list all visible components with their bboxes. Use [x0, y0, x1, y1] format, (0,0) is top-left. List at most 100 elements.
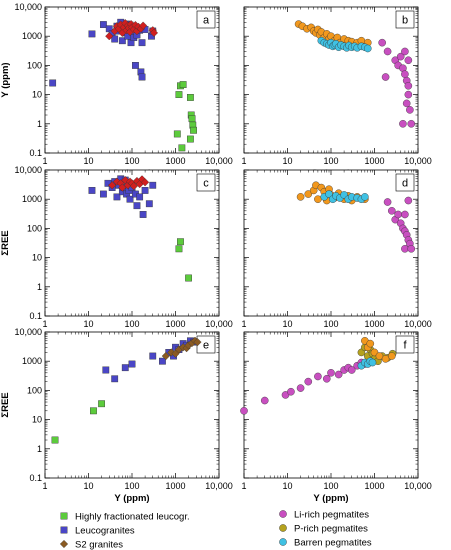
x-tick-label: 1 — [42, 156, 47, 166]
y-tick-label: 100 — [27, 385, 42, 395]
li-point — [401, 210, 409, 219]
li-point — [404, 56, 413, 65]
li-point — [396, 52, 405, 61]
x-tick-label: 1000 — [165, 481, 185, 491]
s2-point — [161, 351, 170, 361]
x-tick-label: 1000 — [364, 319, 384, 329]
plot-frame — [243, 6, 419, 154]
legend-label: P-rich pegmatites — [294, 524, 368, 535]
li-point — [287, 387, 295, 396]
leuco-point — [88, 187, 96, 194]
orange-point — [375, 352, 384, 360]
hf-point — [177, 238, 184, 246]
x-tick-label: 10 — [282, 319, 292, 329]
x-tick-label: 10 — [282, 481, 292, 491]
leuco-point — [99, 190, 107, 198]
data-points — [240, 336, 397, 415]
li-point — [407, 120, 416, 128]
li-point — [388, 207, 396, 215]
li-point — [394, 210, 402, 219]
x-tick-label: 10 — [282, 156, 292, 166]
leuco-point — [88, 30, 96, 38]
y-tick-label: 10,000 — [14, 165, 42, 175]
leuco-point — [111, 375, 119, 383]
y-tick-label: 1000 — [22, 31, 42, 41]
s2-point — [167, 348, 176, 357]
x-tick-label: 10,000 — [205, 319, 233, 329]
li-point — [240, 407, 248, 415]
leuco-point — [136, 193, 144, 201]
leuco-point — [102, 366, 110, 374]
y-tick-label: 10 — [32, 253, 42, 263]
li-point — [314, 372, 322, 381]
barren-point — [368, 358, 377, 367]
x-axis-label: Y (ppm) — [114, 493, 149, 504]
y-tick-label: 10 — [32, 90, 42, 100]
li-point — [404, 196, 413, 205]
hf-point — [190, 126, 197, 134]
leuco-point — [49, 79, 57, 87]
x-tick-label: 10 — [83, 319, 93, 329]
li-point — [304, 377, 313, 386]
hf-point — [188, 115, 196, 123]
leuco-point — [128, 360, 136, 368]
y-axis-label: Y (ppm) — [0, 62, 11, 97]
panel-label: a — [203, 15, 210, 27]
x-tick-label: 100 — [323, 156, 338, 166]
x-tick-label: 100 — [124, 319, 139, 329]
leuco-point — [138, 39, 146, 47]
hf-point — [178, 144, 186, 152]
panel-label-box — [395, 10, 415, 29]
leuco-point — [118, 37, 126, 45]
data-points — [296, 181, 416, 253]
y-tick-label: 0.1 — [29, 473, 42, 483]
panel-label: c — [203, 178, 209, 190]
panel-label-box — [395, 335, 415, 354]
hf-point — [185, 274, 192, 282]
li-point — [406, 106, 414, 114]
hf-point — [179, 81, 187, 89]
x-tick-label: 1000 — [165, 156, 185, 166]
li-point — [381, 73, 390, 81]
li-point — [401, 47, 409, 56]
y-tick-label: 0.1 — [29, 311, 42, 321]
panel-label: e — [203, 340, 209, 352]
leuco-point — [145, 200, 153, 208]
y-tick-label: 1 — [37, 444, 42, 454]
leuco-point — [149, 352, 157, 360]
y-tick-label: 100 — [27, 223, 42, 233]
x-tick-label: 10 — [83, 156, 93, 166]
hf-point — [98, 400, 105, 408]
x-tick-label: 10,000 — [205, 156, 233, 166]
x-axis-label: Y (ppm) — [313, 493, 348, 504]
barren-point — [325, 190, 333, 198]
hf-point — [90, 407, 97, 415]
s2-point — [129, 182, 138, 191]
x-tick-label: 1 — [241, 156, 246, 166]
y-tick-label: 1 — [37, 119, 42, 129]
panel-label: f — [403, 340, 407, 352]
hf-point — [175, 91, 183, 99]
x-tick-label: 1000 — [165, 319, 185, 329]
hf-point — [186, 135, 194, 143]
leuco-point — [138, 73, 146, 81]
li-point — [334, 370, 343, 379]
data-points — [88, 175, 192, 282]
li-point — [401, 70, 409, 78]
x-tick-label: 100 — [124, 156, 139, 166]
li-point — [296, 384, 305, 392]
y-tick-label: 10,000 — [14, 2, 42, 12]
s2-point — [112, 177, 121, 186]
legend-label: S2 granites — [75, 540, 123, 550]
legend-square-point — [60, 526, 68, 534]
y-tick-label: 10,000 — [14, 327, 42, 337]
hf-point — [173, 130, 181, 138]
x-tick-label: 10 — [83, 481, 93, 491]
li-point — [404, 82, 413, 90]
barren-point — [361, 193, 369, 201]
s2-point — [193, 338, 202, 347]
legend-diamond-point — [59, 539, 69, 549]
